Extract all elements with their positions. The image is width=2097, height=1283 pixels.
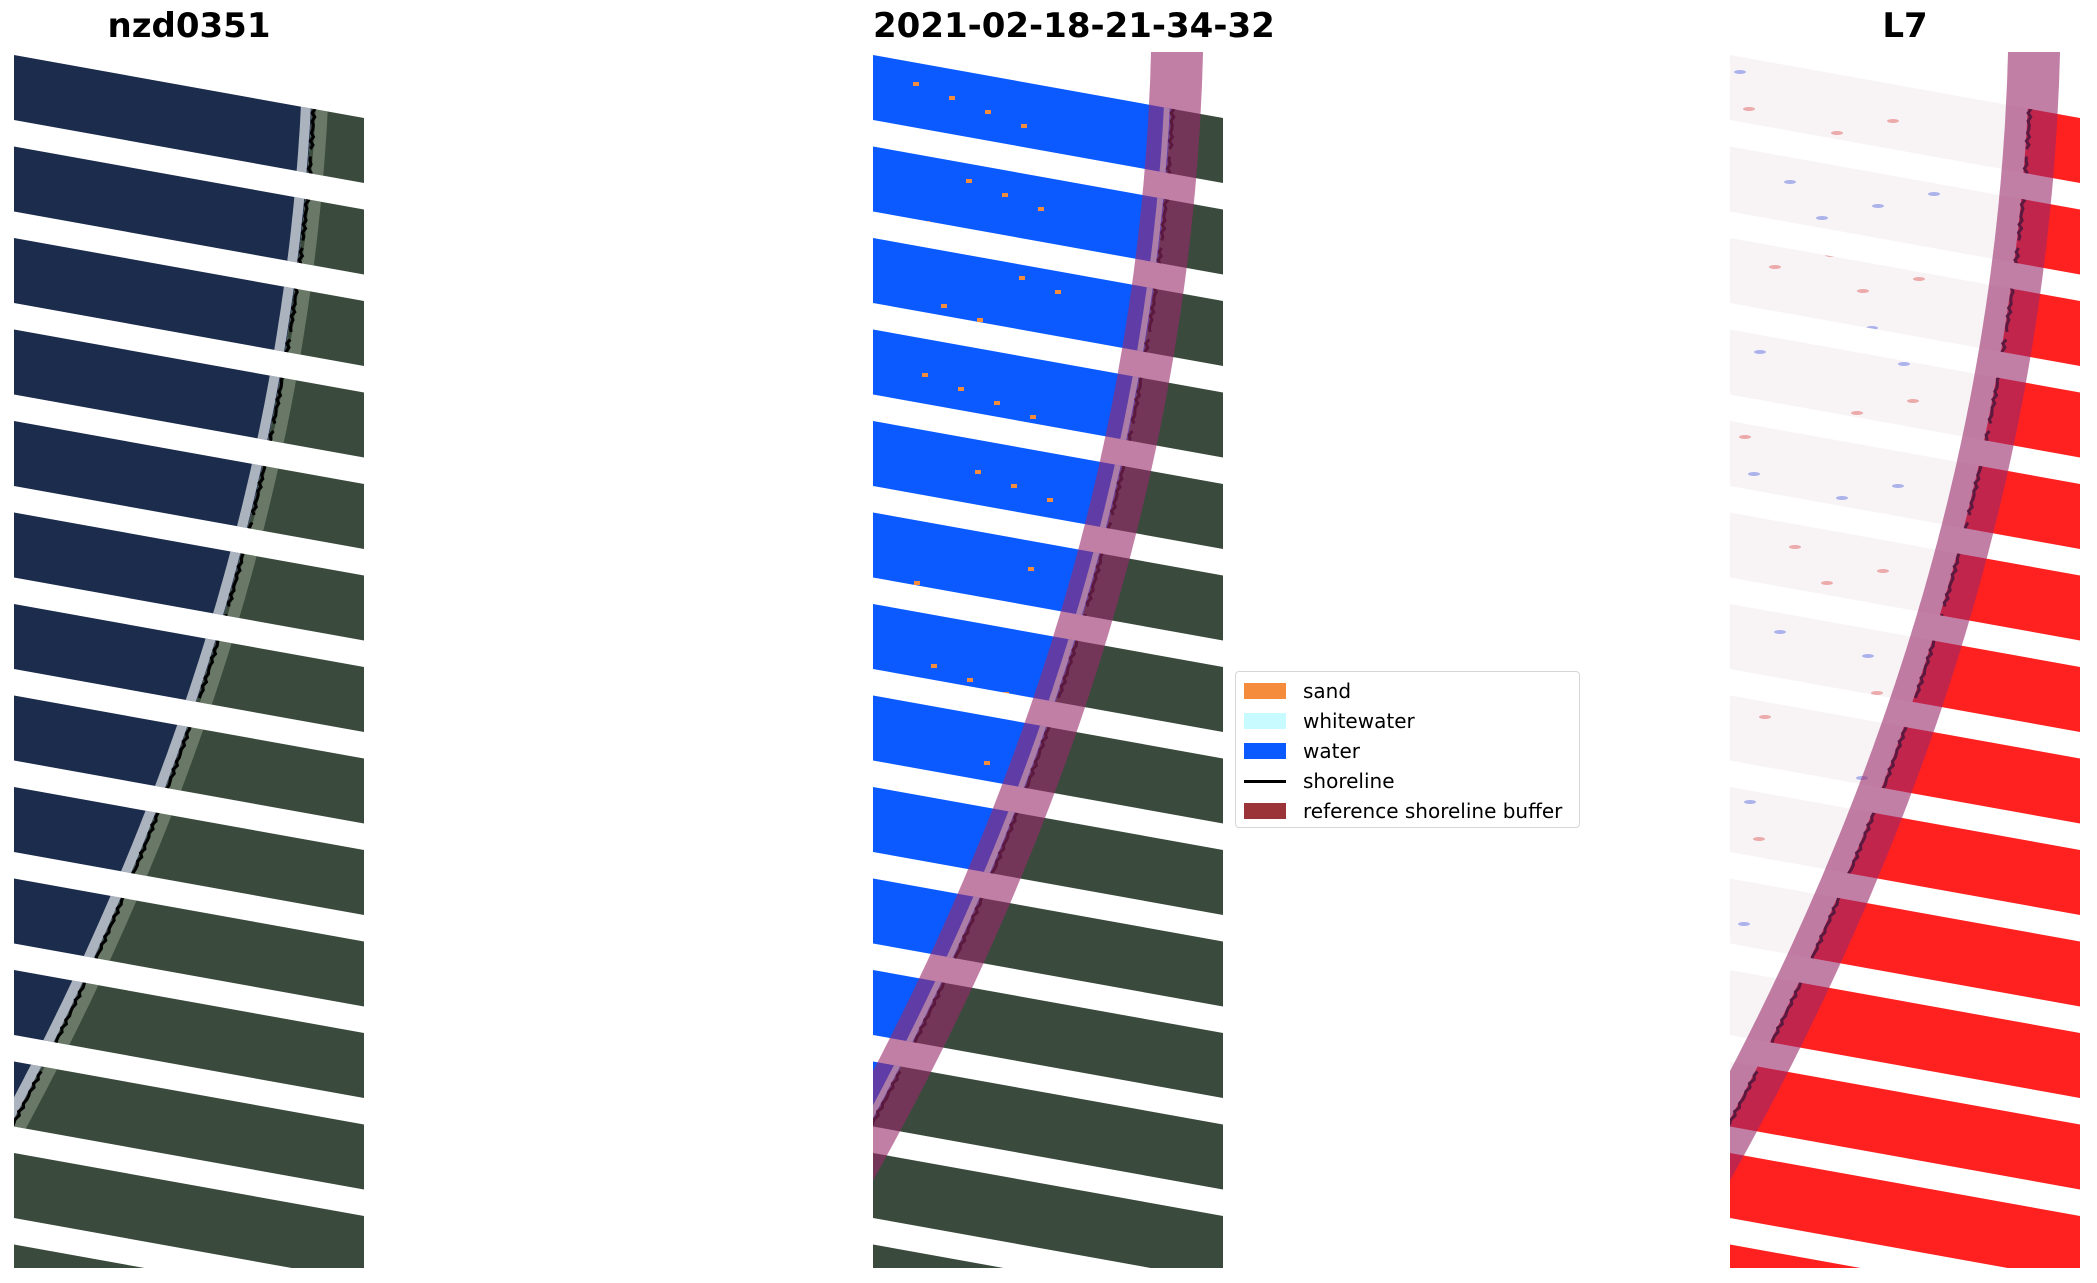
rgb-image-panel [14, 52, 364, 1268]
legend-item-whitewater: whitewater [1244, 706, 1579, 736]
legend-item-water: water [1244, 736, 1579, 766]
index-image-panel [1730, 52, 2080, 1268]
shoreline-line-swatch [1244, 779, 1286, 783]
rgb-image [14, 55, 364, 1268]
legend-label: water [1303, 739, 1360, 763]
legend-label: whitewater [1303, 709, 1415, 733]
classified-image [873, 52, 1223, 1268]
whitewater-swatch [1244, 713, 1286, 729]
panel-title-classified: 2021-02-18-21-34-32 [873, 6, 1275, 46]
legend-label: reference shoreline buffer [1303, 799, 1563, 823]
classified-image-panel [873, 52, 1223, 1268]
water-swatch [1244, 743, 1286, 759]
legend-label: sand [1303, 679, 1352, 703]
legend-item-shoreline: shoreline [1244, 766, 1579, 796]
panel-title-index: L7 [1882, 6, 1928, 46]
panel-title-rgb: nzd0351 [107, 6, 271, 46]
legend-item-reference-buffer: reference shoreline buffer [1244, 796, 1579, 826]
reference-buffer-swatch [1244, 803, 1286, 819]
legend-item-sand: sand [1244, 676, 1579, 706]
index-image [1730, 52, 2080, 1268]
legend-label: shoreline [1303, 769, 1395, 793]
sand-swatch [1244, 683, 1286, 699]
classification-legend: sand whitewater water shoreline referenc… [1235, 671, 1580, 828]
